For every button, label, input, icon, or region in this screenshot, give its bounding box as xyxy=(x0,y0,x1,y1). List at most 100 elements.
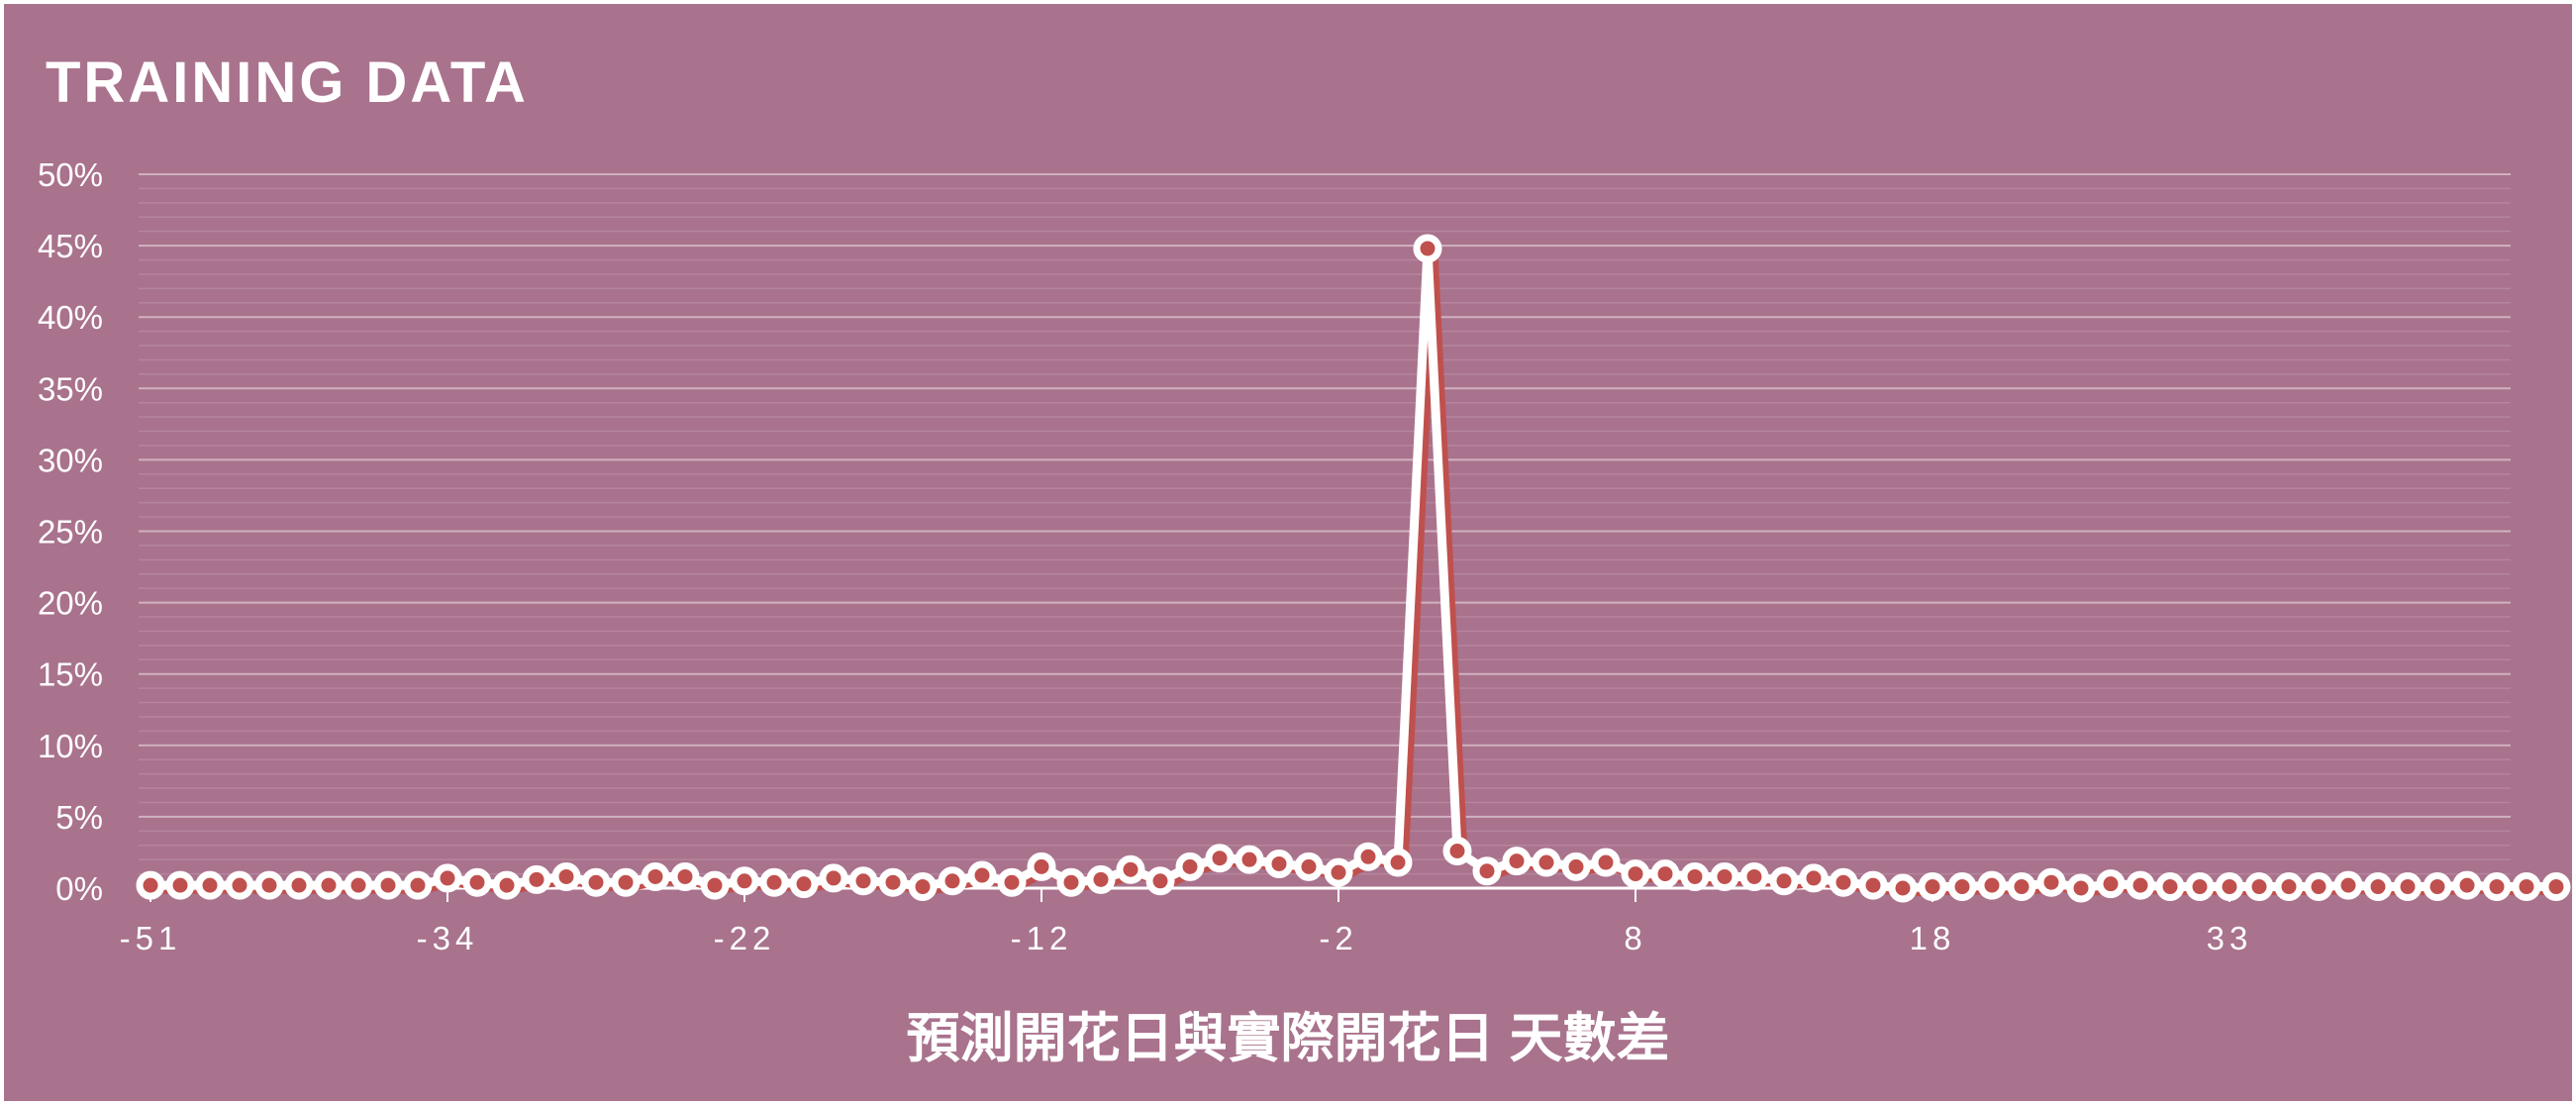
data-point xyxy=(165,870,195,900)
plot-area: 0% 5% 10% 15% 20% 25% 30% 35% 40% 45% 50% -51 -34 -2… xyxy=(38,156,2571,956)
data-point xyxy=(522,864,551,894)
y-tick-label: 20% xyxy=(38,585,103,622)
data-point xyxy=(551,861,581,891)
y-tick-label: 30% xyxy=(38,442,103,478)
data-point xyxy=(462,867,492,897)
y-tick-label: 45% xyxy=(38,228,103,264)
data-point xyxy=(344,870,373,900)
data-point xyxy=(908,872,938,902)
data-point xyxy=(1769,866,1799,896)
data-point xyxy=(403,870,433,900)
data-point xyxy=(433,863,462,893)
data-point xyxy=(2541,872,2571,902)
data-point xyxy=(1235,845,1264,874)
data-point xyxy=(1056,867,1086,897)
y-tick-label: 10% xyxy=(38,728,103,764)
data-point xyxy=(878,867,908,897)
data-point xyxy=(670,861,700,891)
data-point xyxy=(789,869,819,899)
data-point xyxy=(1294,852,1324,881)
y-tick-label: 35% xyxy=(38,370,103,407)
x-tick-label: 18 xyxy=(1910,920,1956,956)
data-point xyxy=(2304,872,2333,902)
data-point xyxy=(1027,852,1056,881)
data-point xyxy=(1739,861,1769,891)
data-point xyxy=(1977,870,2007,900)
data-point xyxy=(848,866,878,896)
data-point xyxy=(2333,870,2363,900)
data-point xyxy=(1858,870,1888,900)
data-point xyxy=(1175,852,1205,881)
y-tick-label: 40% xyxy=(38,299,103,336)
y-tick-label: 0% xyxy=(55,870,103,907)
data-point xyxy=(1947,872,1977,902)
data-point xyxy=(2274,872,2304,902)
data-point xyxy=(581,867,611,897)
x-tick-label: -12 xyxy=(1011,920,1073,956)
data-point xyxy=(997,867,1027,897)
data-point xyxy=(2423,872,2452,902)
data-point xyxy=(1116,854,1145,884)
data-point xyxy=(195,870,225,900)
data-point xyxy=(1829,867,1858,897)
data-point xyxy=(2452,870,2482,900)
data-point xyxy=(1205,844,1235,873)
data-point xyxy=(2036,867,2066,897)
data-point xyxy=(1680,861,1710,891)
data-point xyxy=(373,870,403,900)
series-line-shadow xyxy=(156,248,2562,897)
data-point xyxy=(2482,872,2512,902)
data-point xyxy=(1353,842,1383,871)
data-point xyxy=(759,867,789,897)
data-point xyxy=(314,870,344,900)
data-point xyxy=(1324,857,1353,887)
data-point xyxy=(1502,847,1532,876)
data-point xyxy=(254,870,284,900)
data-point xyxy=(492,870,522,900)
data-point xyxy=(641,861,670,891)
data-point xyxy=(284,870,314,900)
data-point xyxy=(2155,872,2185,902)
x-tick-label: -22 xyxy=(714,920,776,956)
y-tick-label: 5% xyxy=(55,799,103,836)
data-point xyxy=(611,867,641,897)
data-point xyxy=(1918,872,1947,902)
x-tick-label: -34 xyxy=(417,920,479,956)
data-point xyxy=(2512,872,2541,902)
data-point xyxy=(1591,848,1621,877)
data-point xyxy=(938,866,967,896)
series-line xyxy=(150,244,2556,893)
data-point xyxy=(1264,849,1294,878)
data-point xyxy=(1532,848,1561,877)
data-point xyxy=(1621,859,1650,889)
y-tick-label: 25% xyxy=(38,514,103,551)
data-point xyxy=(2007,872,2036,902)
data-point xyxy=(1442,837,1472,866)
data-point xyxy=(1383,848,1413,877)
data-point xyxy=(2363,872,2393,902)
data-point xyxy=(2066,873,2096,903)
data-point xyxy=(2185,872,2215,902)
data-point xyxy=(1145,866,1175,896)
data-point xyxy=(225,870,254,900)
chart-frame: TRAINING DATA 0% 5% 10% 15% 20% 25% 30% 35% 40% 4… xyxy=(4,4,2572,1101)
y-tick-label: 15% xyxy=(38,656,103,693)
x-tick-label: 33 xyxy=(2207,920,2253,956)
data-point xyxy=(730,866,759,896)
data-point xyxy=(1888,873,1918,903)
data-point xyxy=(1650,859,1680,889)
x-tick-label: -51 xyxy=(120,920,182,956)
x-tick-label: -2 xyxy=(1319,920,1357,956)
x-axis-title: 預測開花日與實際開花日 天數差 xyxy=(906,1009,1670,1068)
data-point xyxy=(1710,861,1739,891)
data-point xyxy=(1413,234,1442,263)
data-point xyxy=(1086,864,1116,894)
chart-title: TRAINING DATA xyxy=(46,50,529,115)
data-point xyxy=(136,870,165,900)
data-point xyxy=(700,870,730,900)
data-point xyxy=(967,860,997,890)
data-point xyxy=(1472,856,1502,886)
data-point xyxy=(1799,863,1829,893)
data-point xyxy=(2215,872,2244,902)
data-point xyxy=(1561,852,1591,881)
